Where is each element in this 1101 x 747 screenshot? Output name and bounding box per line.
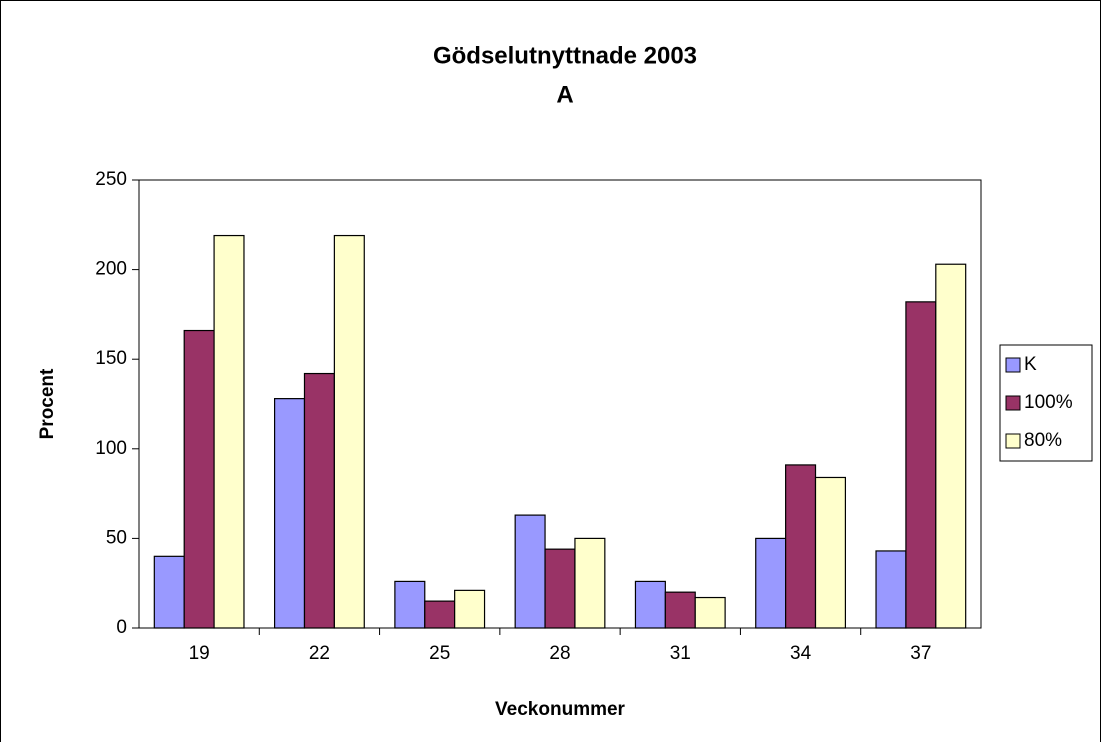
bar xyxy=(394,580,426,629)
bar xyxy=(544,548,576,629)
legend-label: 80% xyxy=(1024,430,1062,451)
bar xyxy=(213,234,245,629)
y-tick-label: 150 xyxy=(95,348,127,369)
y-tick-label: 50 xyxy=(106,527,127,548)
y-tick-label: 200 xyxy=(95,259,127,280)
bar xyxy=(424,600,456,629)
legend-swatch xyxy=(1005,433,1021,449)
chart-subtitle: A xyxy=(556,81,573,108)
x-tick-label: 31 xyxy=(670,643,691,664)
x-axis-label: Veckonummer xyxy=(495,699,625,720)
bar xyxy=(514,514,546,629)
bar xyxy=(785,464,817,629)
legend-label: K xyxy=(1024,354,1037,375)
legend-swatch xyxy=(1005,395,1021,411)
x-tick-label: 37 xyxy=(910,643,931,664)
bar xyxy=(814,476,847,629)
bar xyxy=(935,263,967,629)
y-tick-label: 100 xyxy=(95,438,127,459)
bar xyxy=(183,329,215,629)
x-tick-label: 34 xyxy=(790,643,812,664)
x-tick-label: 19 xyxy=(189,643,210,664)
bar xyxy=(303,372,335,629)
bar xyxy=(153,555,185,629)
y-tick-label: 250 xyxy=(95,169,127,190)
y-tick-label: 0 xyxy=(116,617,127,638)
x-tick-label: 25 xyxy=(429,643,450,664)
bar xyxy=(273,398,306,629)
bar xyxy=(694,596,726,629)
bar xyxy=(454,589,486,629)
chart-title: Gödselutnyttnade 2003 xyxy=(433,42,697,69)
bar xyxy=(333,234,365,629)
y-axis-label: Procent xyxy=(37,368,58,439)
bar xyxy=(875,550,907,629)
legend-swatch xyxy=(1005,357,1021,373)
bar xyxy=(905,301,937,629)
x-tick-label: 28 xyxy=(549,643,570,664)
bar xyxy=(755,537,787,629)
bar xyxy=(664,591,696,629)
bar xyxy=(574,537,606,629)
x-tick-label: 22 xyxy=(309,643,330,664)
bar xyxy=(634,580,666,629)
legend-label: 100% xyxy=(1024,392,1073,413)
